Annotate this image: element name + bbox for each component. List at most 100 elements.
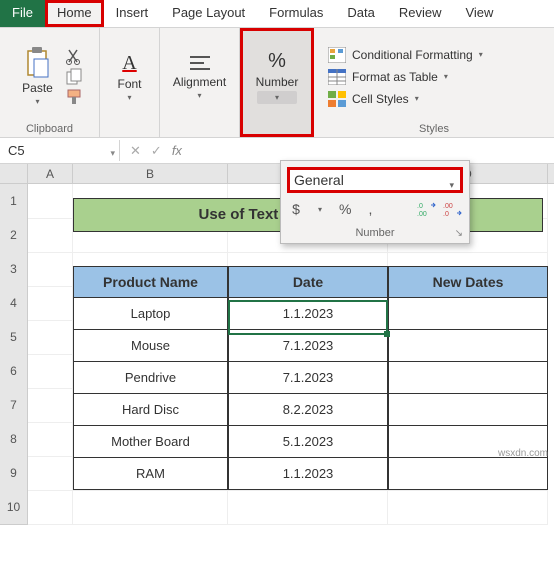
copy-icon[interactable] [65,68,83,86]
increase-decimal-icon[interactable]: .0.00 [417,201,437,217]
cell-newdate[interactable] [388,458,548,490]
cell[interactable] [28,388,73,423]
conditional-formatting-button[interactable]: Conditional Formatting▾ [324,45,487,65]
th-newdates[interactable]: New Dates [388,266,548,298]
chevron-down-icon: ▾ [35,97,39,106]
cell-product[interactable]: RAM [73,458,228,490]
cell-product[interactable]: Laptop [73,298,228,330]
enter-icon[interactable]: ✓ [151,143,162,159]
th-date[interactable]: Date [228,266,388,298]
cancel-icon[interactable]: ✕ [130,143,141,159]
number-format-select[interactable]: General ▾ [287,167,463,193]
number-panel-label: Number [355,227,394,239]
cell-product[interactable]: Mother Board [73,426,228,458]
svg-text:.0: .0 [443,211,449,217]
decrease-decimal-icon[interactable]: .00.0 [443,201,463,217]
tab-file[interactable]: File [0,0,45,27]
cell[interactable] [73,490,228,525]
alignment-icon [188,53,212,73]
tab-page-layout[interactable]: Page Layout [160,0,257,27]
fx-icon[interactable]: fx [172,143,182,159]
font-a-icon: A [122,52,136,75]
th-product[interactable]: Product Name [73,266,228,298]
cell-product[interactable]: Hard Disc [73,394,228,426]
row-header[interactable]: 8 [0,422,28,457]
cell[interactable] [28,184,73,219]
ribbon-tabs: File Home Insert Page Layout Formulas Da… [0,0,554,28]
select-all-corner[interactable] [0,164,28,184]
tab-view[interactable]: View [453,0,505,27]
cell-product[interactable]: Pendrive [73,362,228,394]
percent-button[interactable]: % [335,199,355,219]
column-headers: A B C D [0,164,554,184]
percent-icon: % [268,50,286,73]
row-header[interactable]: 3 [0,252,28,287]
dialog-launcher-icon[interactable]: ↘ [455,228,463,239]
table-row: Mouse7.1.2023 [73,330,548,362]
format-as-table-button[interactable]: Format as Table▾ [324,67,487,87]
font-label: Font [117,77,141,91]
worksheet: A B C D 12345678910 Use of Text to Colum… [0,164,554,524]
tab-data[interactable]: Data [335,0,386,27]
cell[interactable] [28,456,73,491]
comma-button[interactable]: , [361,199,379,219]
cell-styles-icon [328,91,346,107]
row-header[interactable]: 6 [0,354,28,389]
cell[interactable] [28,252,73,287]
cell[interactable] [28,422,73,457]
cell[interactable] [28,218,73,253]
cond-fmt-label: Conditional Formatting [352,48,473,62]
chevron-down-icon: ▾ [311,203,329,216]
chevron-down-icon: ▾ [197,91,201,100]
cell-newdate[interactable] [388,394,548,426]
table-row: Laptop1.1.2023 [73,298,548,330]
clipboard-label: Clipboard [6,121,93,135]
alignment-button[interactable]: Alignment ▾ [167,49,232,104]
row-header[interactable]: 2 [0,218,28,253]
cell[interactable] [28,490,73,525]
row-header[interactable]: 5 [0,320,28,355]
col-header-a[interactable]: A [28,164,73,184]
paste-button[interactable]: Paste ▾ [16,43,59,110]
watermark: wsxdn.com [498,448,548,459]
tab-insert[interactable]: Insert [104,0,161,27]
number-button[interactable]: % Number ▾ [250,46,305,108]
row-header[interactable]: 9 [0,456,28,491]
number-label: Number [256,75,299,89]
cell[interactable] [228,490,388,525]
row-header[interactable]: 1 [0,184,28,219]
cell[interactable] [28,354,73,389]
number-format-panel: General ▾ $ ▾ % , .0.00 .00.0 Number ↘ [280,160,470,244]
cell-date[interactable]: 7.1.2023 [228,330,388,362]
row-header[interactable]: 10 [0,490,28,525]
tab-formulas[interactable]: Formulas [257,0,335,27]
currency-button[interactable]: $ [287,199,305,219]
cell[interactable] [388,490,548,525]
cell[interactable] [28,286,73,321]
chevron-down-icon: ▾ [257,91,297,104]
font-button[interactable]: A Font ▾ [111,48,147,106]
cell-date[interactable]: 7.1.2023 [228,362,388,394]
col-header-b[interactable]: B [73,164,228,184]
cell-date[interactable]: 1.1.2023 [228,458,388,490]
ribbon: Paste ▾ Clipboard A Font ▾ [0,28,554,138]
format-painter-icon[interactable] [65,88,83,106]
cell-newdate[interactable] [388,330,548,362]
cell-newdate[interactable] [388,298,548,330]
name-box[interactable]: C5 ▾ [0,140,120,161]
row-header[interactable]: 7 [0,388,28,423]
cell-date[interactable]: 8.2.2023 [228,394,388,426]
cell-newdate[interactable] [388,362,548,394]
tab-review[interactable]: Review [387,0,454,27]
as-table-label: Format as Table [352,70,438,84]
cell-date[interactable]: 5.1.2023 [228,426,388,458]
cell-product[interactable]: Mouse [73,330,228,362]
tab-home[interactable]: Home [45,0,104,27]
cell[interactable] [28,320,73,355]
table-row: Mother Board5.1.2023 [73,426,548,458]
paste-label: Paste [22,81,53,95]
cut-icon[interactable] [65,48,83,66]
cell-styles-button[interactable]: Cell Styles▾ [324,89,487,109]
row-header[interactable]: 4 [0,286,28,321]
cell-date[interactable]: 1.1.2023 [228,298,388,330]
